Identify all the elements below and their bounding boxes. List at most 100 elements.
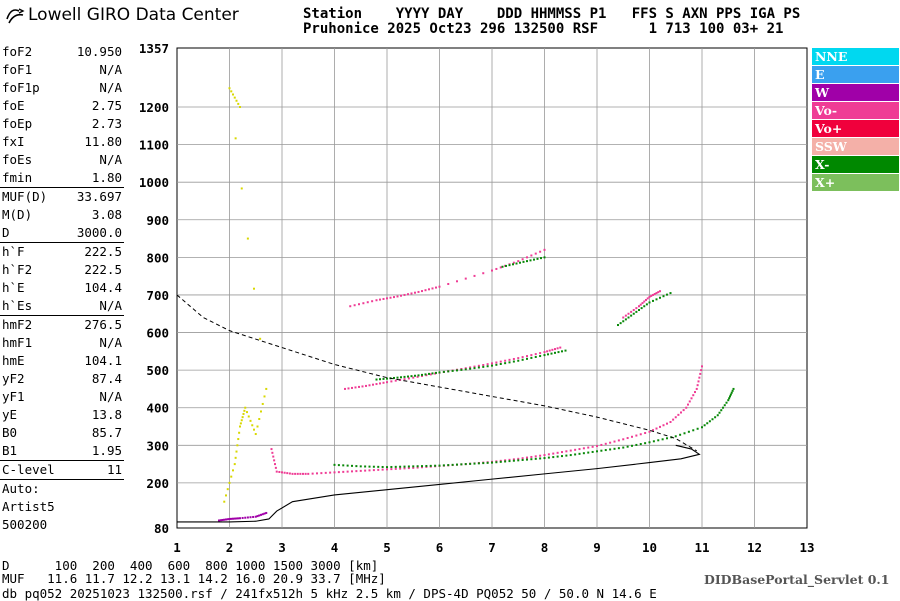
echo-point: [477, 462, 480, 465]
echo-point: [375, 378, 378, 381]
auto-line: Auto:: [2, 481, 40, 496]
echo-point: [521, 458, 524, 461]
echo-point: [644, 442, 647, 445]
echo-point: [382, 297, 385, 300]
echo-point: [386, 466, 388, 469]
echo-point: [358, 303, 360, 306]
echo-point: [508, 358, 511, 361]
echo-point: [669, 292, 672, 295]
giro-logo-icon: [6, 8, 25, 24]
echo-point: [416, 375, 419, 378]
echo-point: [600, 449, 603, 452]
echo-point: [225, 518, 227, 521]
echo-point: [666, 422, 668, 425]
echo-point: [372, 469, 375, 472]
echo-point: [469, 367, 472, 370]
echo-point: [473, 462, 476, 465]
echo-point: [379, 298, 381, 301]
echo-point: [582, 452, 585, 455]
echo-point: [425, 464, 428, 467]
echo-point: [613, 440, 616, 443]
auto-line: Artist5: [2, 499, 55, 514]
param-name: M(D): [2, 207, 33, 222]
echo-point: [407, 465, 410, 468]
echo-point: [659, 296, 661, 299]
echo-point: [695, 387, 698, 390]
echo-point: [482, 272, 485, 275]
echo-point: [655, 292, 658, 295]
echo-point: [399, 467, 402, 470]
echo-point: [491, 269, 493, 272]
echo-point: [540, 257, 542, 260]
param-name: h`F: [2, 244, 25, 259]
echo-point: [226, 488, 229, 491]
echo-point: [232, 469, 234, 472]
echo-point: [246, 237, 249, 240]
echo-point: [447, 464, 450, 467]
echo-point: [643, 300, 646, 303]
echo-point: [674, 435, 677, 438]
legend-item: X+: [812, 174, 899, 191]
echo-point: [232, 93, 234, 96]
echo-point: [473, 365, 476, 368]
echo-point: [504, 362, 507, 365]
param-row: C-level 11: [0, 461, 124, 479]
echo-point: [410, 375, 413, 378]
param-name: h`F2: [2, 262, 33, 277]
parameter-panel: foF2 10.950 foF1 N/A foF1p N/A foE 2.75 foEp 2.73…: [0, 43, 124, 534]
echo-point: [412, 466, 415, 469]
echo-point: [365, 384, 367, 387]
echo-point: [495, 267, 498, 270]
legend-item: SSW: [812, 138, 899, 155]
echo-point: [464, 368, 467, 371]
echo-point: [491, 461, 493, 464]
echo-point: [643, 305, 646, 308]
echo-point: [552, 452, 555, 455]
separator: [0, 479, 124, 480]
echo-point: [456, 369, 458, 372]
echo-point: [412, 465, 415, 468]
echo-point: [622, 320, 625, 323]
legend-item: Vo-: [812, 102, 899, 119]
param-value: 85.7: [91, 425, 122, 440]
legend-item: E: [812, 66, 899, 83]
echo-point: [565, 450, 568, 453]
echo-point: [389, 296, 392, 299]
echo-point: [720, 409, 723, 412]
echo-point: [218, 519, 220, 522]
echo-point: [486, 365, 489, 368]
echo-point: [382, 377, 385, 380]
logo: Lowell GIRO Data Center: [4, 4, 239, 26]
echo-point: [429, 464, 432, 467]
echo-point: [424, 373, 427, 376]
echo-point: [512, 360, 515, 363]
echo-point: [543, 454, 546, 457]
param-value: N/A: [99, 298, 122, 313]
y-tick-label: 800: [146, 250, 169, 265]
echo-point: [655, 298, 658, 301]
echo-point: [582, 447, 585, 450]
echo-point: [508, 361, 511, 364]
echo-point: [228, 87, 231, 90]
echo-point: [491, 362, 493, 365]
param-value: 104.1: [84, 353, 122, 368]
echo-point: [556, 347, 559, 350]
echo-point: [242, 412, 245, 415]
param-value: 13.8: [91, 407, 122, 422]
echo-point: [661, 438, 664, 441]
echo-point: [431, 287, 434, 290]
echo-point: [359, 465, 362, 468]
echo-point: [460, 368, 463, 371]
echo-point: [533, 258, 535, 261]
echo-point: [393, 296, 395, 299]
echo-point: [254, 433, 257, 436]
echo-point: [561, 451, 563, 454]
echo-point: [640, 307, 643, 310]
echo-point: [652, 440, 655, 443]
echo-point: [416, 466, 419, 469]
param-name: hmF2: [2, 317, 33, 332]
echo-point: [652, 429, 654, 432]
echo-point: [682, 409, 685, 412]
echo-point: [638, 305, 640, 308]
echo-point: [534, 252, 537, 255]
